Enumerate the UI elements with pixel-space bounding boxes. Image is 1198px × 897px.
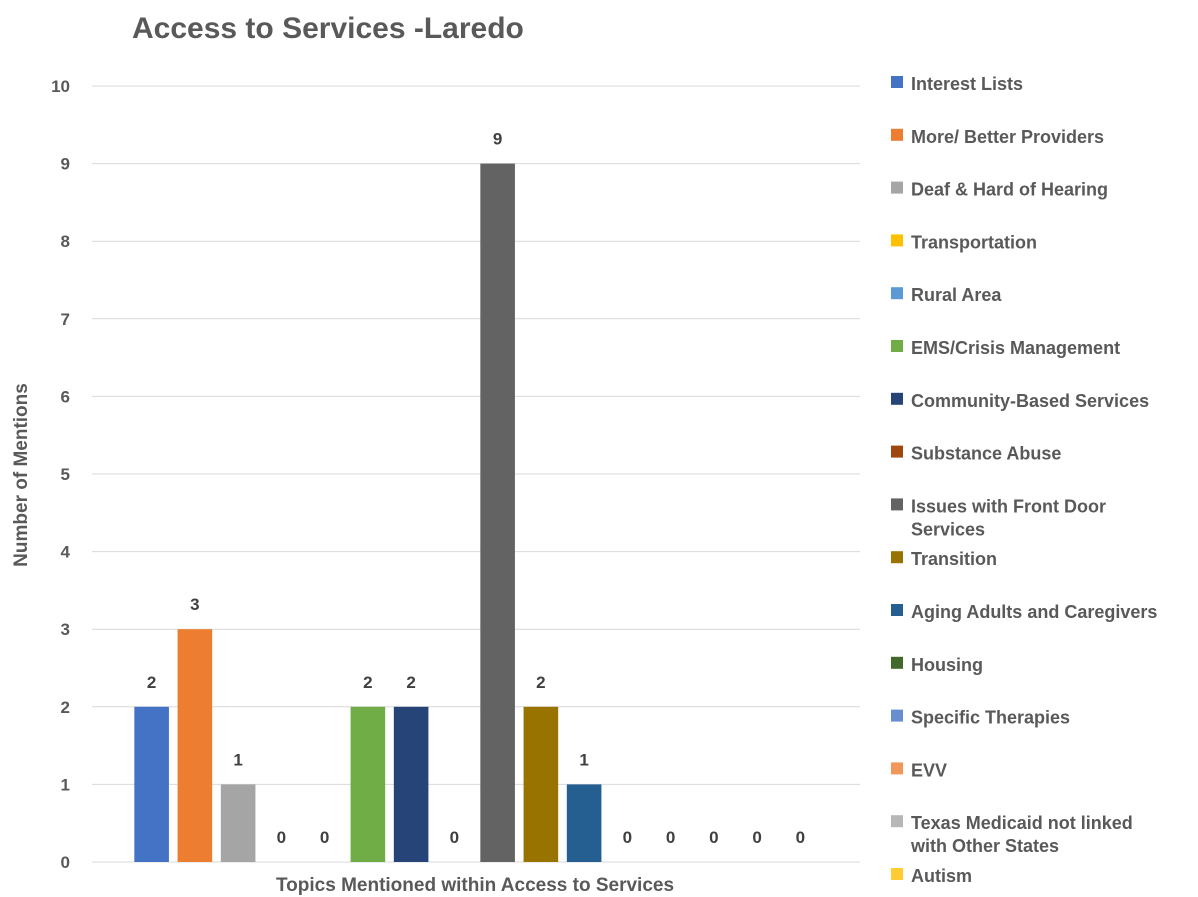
legend-label: Services [911, 519, 985, 539]
y-tick-label: 6 [61, 387, 70, 406]
legend-label: EMS/Crisis Management [911, 338, 1120, 358]
legend-label: Autism [911, 866, 972, 886]
y-axis-ticks: 0 1 2 3 4 5 6 7 8 9 10 [51, 77, 70, 872]
y-tick-label: 8 [61, 232, 70, 251]
data-label: 2 [363, 673, 372, 692]
bar [134, 706, 169, 862]
legend-label: Interest Lists [911, 74, 1023, 94]
bar [480, 163, 515, 863]
data-label: 2 [406, 673, 415, 692]
legend-label: Texas Medicaid not linked [911, 813, 1133, 833]
bar [350, 706, 386, 862]
y-tick-label: 5 [61, 465, 70, 484]
data-label: 0 [709, 828, 718, 847]
chart-title: Access to Services -Laredo [132, 12, 524, 45]
legend-swatch [891, 604, 903, 616]
legend-label: More/ Better Providers [911, 127, 1104, 147]
data-label: 0 [277, 828, 286, 847]
legend-swatch [891, 815, 903, 828]
legend-swatch [891, 656, 903, 669]
x-axis-label: Topics Mentioned within Access to Servic… [276, 875, 674, 896]
data-label: 0 [796, 828, 805, 847]
data-label: 1 [233, 750, 242, 769]
y-tick-label: 2 [61, 698, 70, 717]
bars [134, 163, 602, 863]
data-label: 2 [147, 673, 156, 692]
bar [393, 706, 429, 862]
legend-swatch [891, 709, 903, 722]
data-label: 1 [579, 750, 588, 769]
data-label: 0 [752, 828, 761, 847]
data-label: 0 [320, 828, 329, 847]
legend-swatch [891, 287, 903, 300]
legend-label: Aging Adults and Caregivers [911, 602, 1157, 622]
y-tick-label: 0 [61, 853, 70, 872]
data-label: 2 [536, 673, 545, 692]
legend-label: Transportation [911, 232, 1037, 252]
y-tick-label: 4 [61, 543, 71, 562]
legend-label: Housing [911, 655, 983, 675]
bar [566, 784, 602, 862]
legend-swatch [891, 868, 903, 880]
legend-swatch [891, 128, 903, 141]
legend-label: Specific Therapies [911, 708, 1070, 728]
data-label: 3 [190, 595, 199, 614]
bar [523, 706, 559, 862]
legend-label: Transition [911, 549, 997, 569]
legend-swatch [891, 551, 903, 564]
legend-label: Deaf & Hard of Hearing [911, 180, 1108, 200]
legend-swatch [891, 445, 903, 458]
legend-label: EVV [911, 760, 947, 780]
legend-swatch [891, 76, 903, 88]
data-label: 0 [450, 828, 459, 847]
legend-label: Rural Area [911, 285, 1002, 305]
data-label: 0 [623, 828, 632, 847]
y-tick-label: 7 [61, 310, 70, 329]
y-tick-label: 9 [61, 155, 70, 174]
bar [220, 784, 256, 862]
legend-label: Community-Based Services [911, 391, 1149, 411]
legend-swatch [891, 762, 903, 775]
legend-label: Issues with Front Door [911, 496, 1106, 516]
bar [177, 629, 213, 862]
gridlines [92, 85, 860, 863]
legend-swatch [891, 392, 903, 405]
legend: Interest Lists More/ Better Providers Deaf… [891, 74, 1157, 886]
legend-swatch [891, 181, 903, 194]
y-tick-label: 10 [51, 77, 70, 96]
data-label: 0 [666, 828, 675, 847]
legend-swatch [891, 498, 903, 511]
y-tick-label: 3 [61, 620, 70, 639]
y-axis-label: Number of Mentions [11, 383, 32, 567]
legend-label: with Other States [910, 836, 1059, 856]
data-label: 9 [493, 130, 502, 149]
legend-swatch [891, 340, 903, 352]
legend-label: Substance Abuse [911, 444, 1061, 464]
data-labels: 2 3 1 0 0 2 2 0 9 2 1 0 0 0 0 0 [147, 130, 805, 847]
y-tick-label: 1 [61, 775, 70, 794]
legend-swatch [891, 234, 903, 247]
